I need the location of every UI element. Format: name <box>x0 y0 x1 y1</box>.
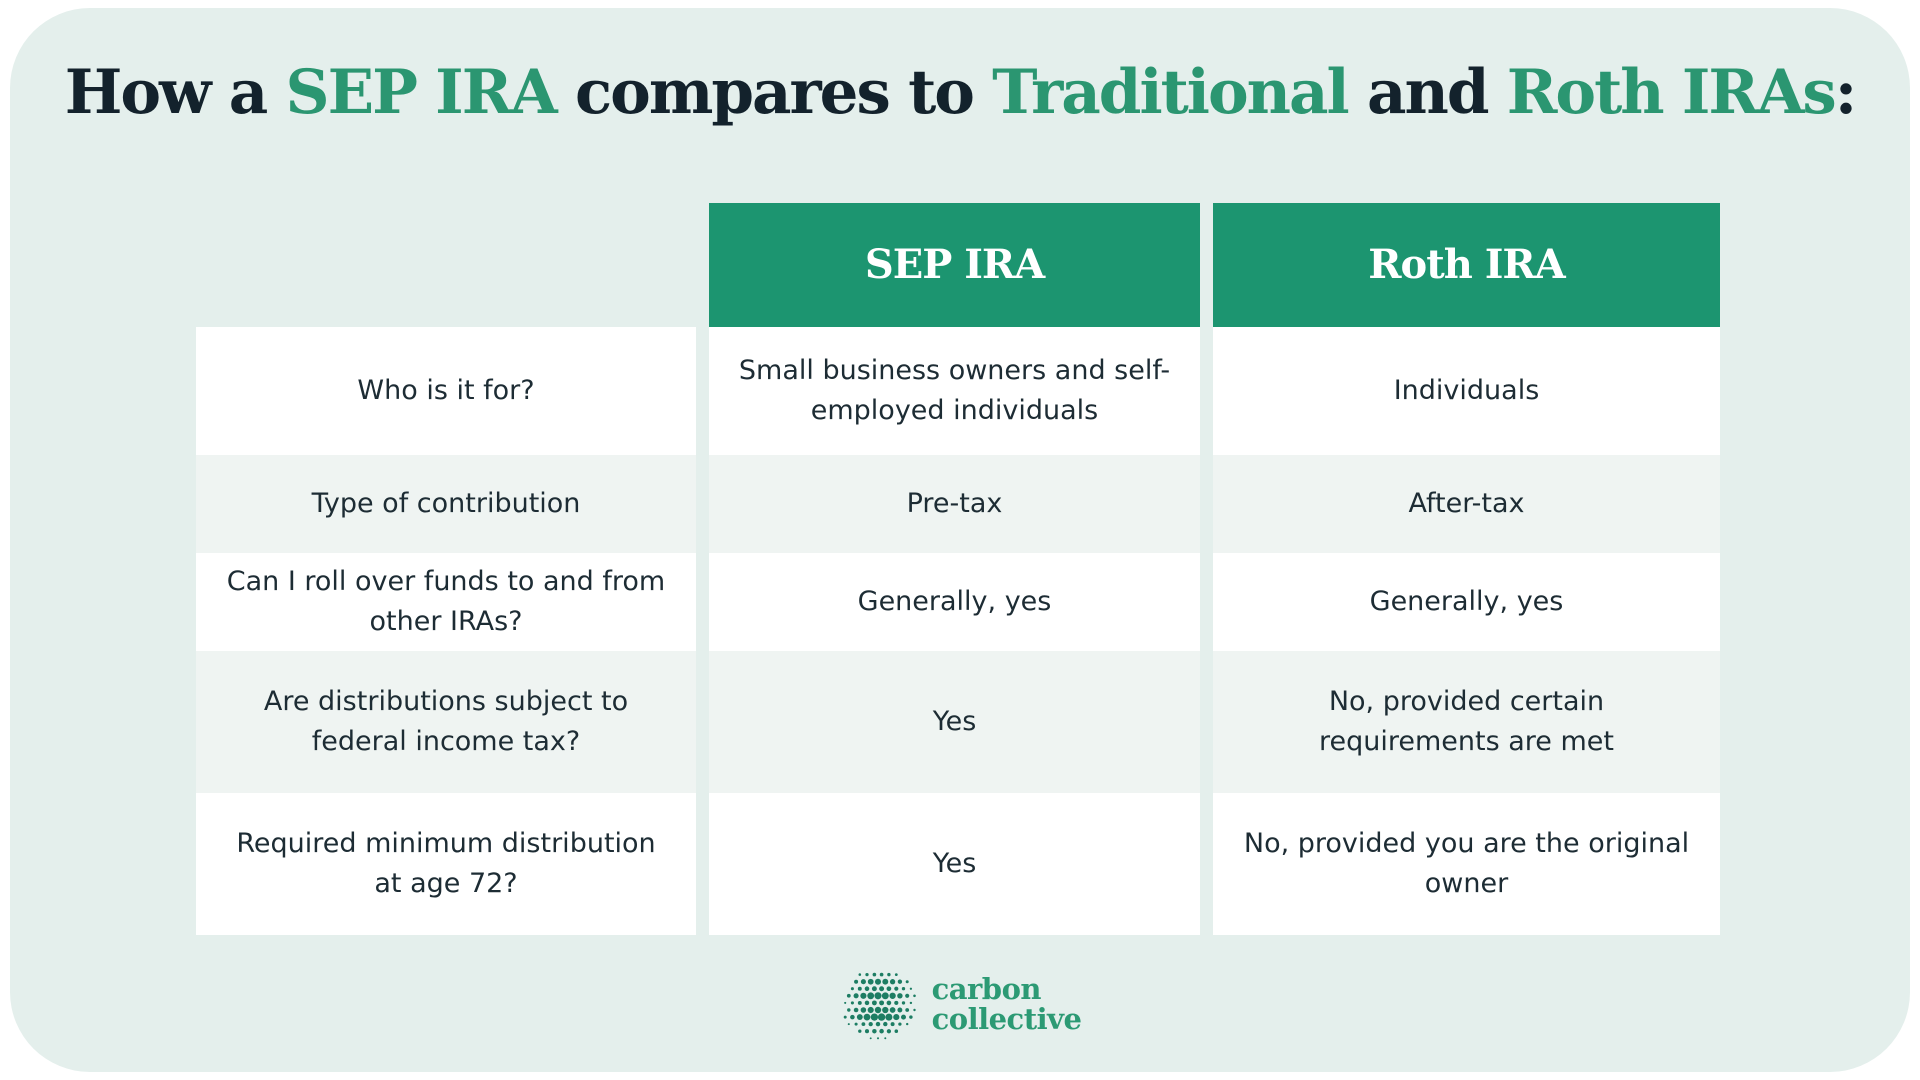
row-label-required-minimum-distribution: Required minimum distribution at age 72? <box>196 793 696 935</box>
sep-ira-value-type-of-contribution: Pre-tax <box>709 455 1200 553</box>
title-segment: and <box>1347 57 1507 128</box>
roth-ira-value-type-of-contribution: After-tax <box>1213 455 1720 553</box>
logo-dots-icon <box>839 964 919 1044</box>
brand-logo: carbon collective <box>0 964 1920 1044</box>
title-segment-sep-ira: SEP IRA <box>285 57 558 128</box>
row-label-rollover: Can I roll over funds to and from other … <box>196 553 696 651</box>
title-segment: How a <box>64 57 286 128</box>
column-header-roth-ira: Roth IRA <box>1213 203 1720 327</box>
row-label-distributions-taxed: Are distributions subject to federal inc… <box>196 651 696 793</box>
sep-ira-value-rollover: Generally, yes <box>709 553 1200 651</box>
title-segment-traditional: Traditional <box>992 57 1350 128</box>
infographic-title: How a SEP IRA compares to Traditional an… <box>0 50 1920 136</box>
roth-ira-value-required-minimum-distribution: No, provided you are the original owner <box>1213 793 1720 935</box>
brand-name: carbon collective <box>932 974 1082 1034</box>
sep-ira-value-who-is-it-for: Small business owners and self-employed … <box>709 327 1200 455</box>
brand-name-line1: carbon <box>931 972 1042 1006</box>
sep-ira-value-required-minimum-distribution: Yes <box>709 793 1200 935</box>
title-segment: : <box>1834 57 1857 128</box>
roth-ira-value-distributions-taxed: No, provided certain requirements are me… <box>1213 651 1720 793</box>
brand-name-line2: collective <box>931 1002 1082 1036</box>
header-spacer-cell <box>196 203 696 327</box>
title-segment: compares to <box>555 57 993 128</box>
row-label-type-of-contribution: Type of contribution <box>196 455 696 553</box>
column-header-sep-ira: SEP IRA <box>709 203 1200 327</box>
roth-ira-value-who-is-it-for: Individuals <box>1213 327 1720 455</box>
comparison-table: SEP IRA Roth IRA Who is it for? Small bu… <box>196 203 1720 935</box>
title-segment-roth-iras: Roth IRAs <box>1506 57 1837 128</box>
roth-ira-value-rollover: Generally, yes <box>1213 553 1720 651</box>
sep-ira-value-distributions-taxed: Yes <box>709 651 1200 793</box>
row-label-who-is-it-for: Who is it for? <box>196 327 696 455</box>
